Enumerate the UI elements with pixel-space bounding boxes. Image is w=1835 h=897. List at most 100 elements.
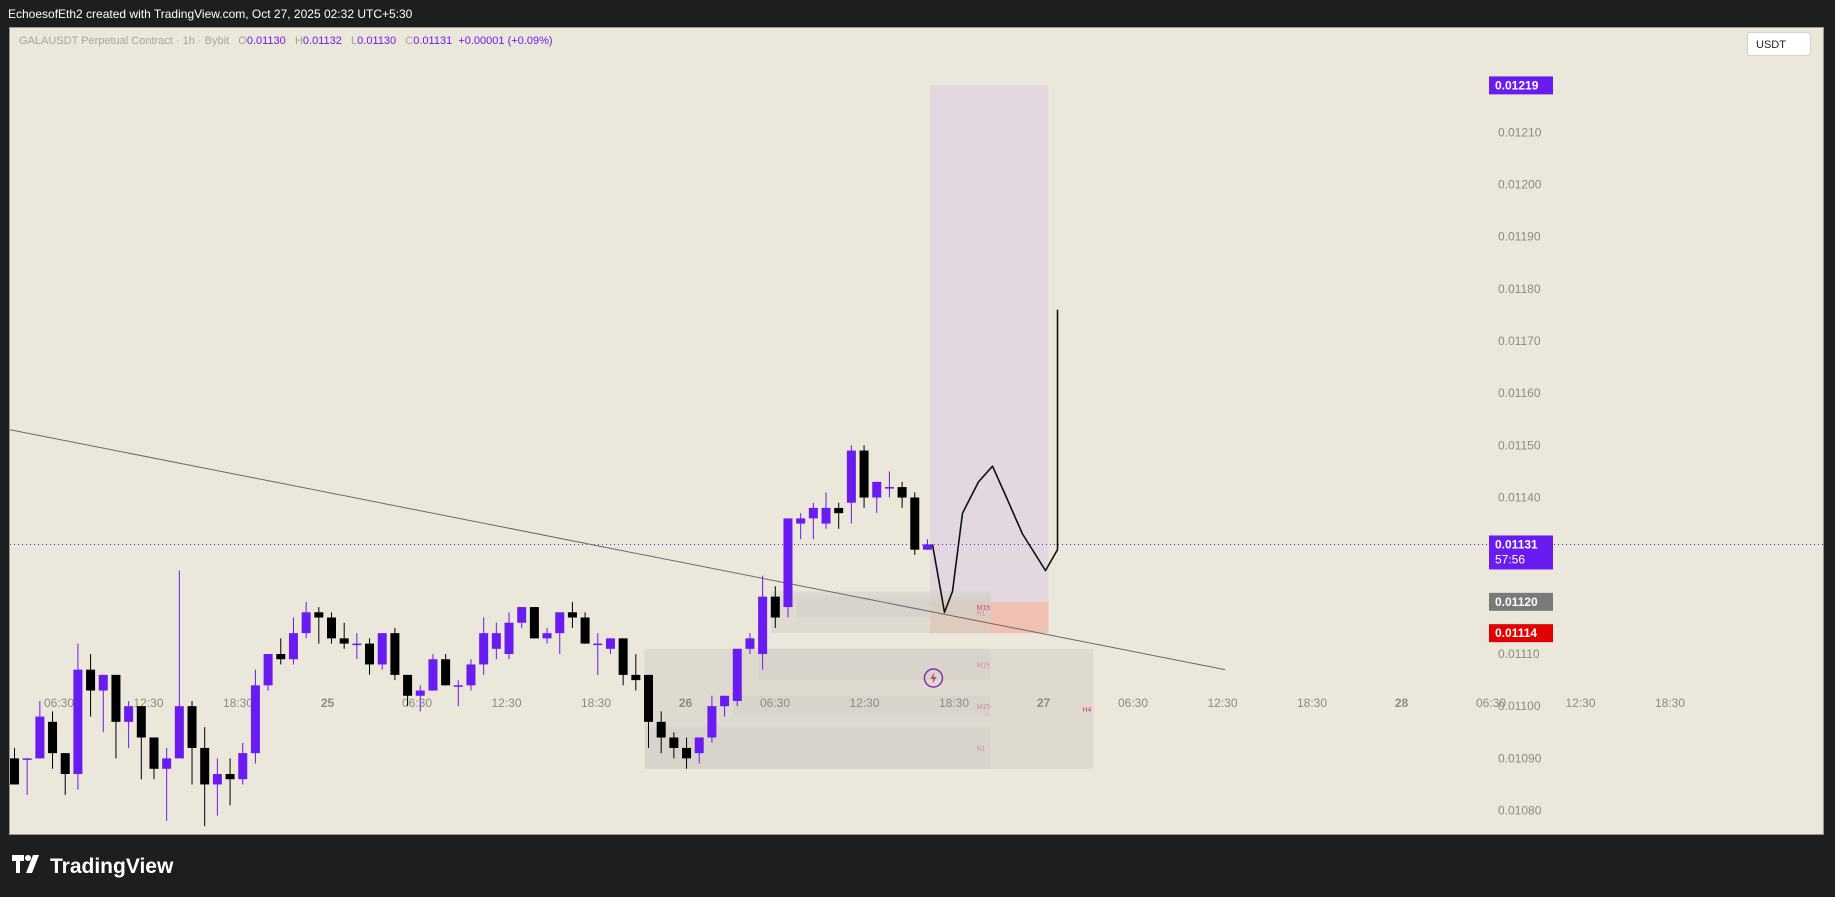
candle-body[interactable] xyxy=(656,721,666,738)
low-key: L xyxy=(351,35,358,47)
open-value: 0.01130 xyxy=(246,35,286,47)
candle-body[interactable] xyxy=(314,612,324,618)
candle-body[interactable] xyxy=(720,695,730,707)
candle-body[interactable] xyxy=(846,450,856,503)
y-tick-label: 0.01100 xyxy=(1498,699,1541,713)
candle-body[interactable] xyxy=(187,706,197,748)
candle-body[interactable] xyxy=(631,674,641,681)
candle-body[interactable] xyxy=(136,706,146,738)
candle-body[interactable] xyxy=(124,706,134,722)
candle-body[interactable] xyxy=(897,487,907,498)
candle-body[interactable] xyxy=(200,747,210,785)
demand-zone[interactable] xyxy=(796,596,991,618)
candle-body[interactable] xyxy=(593,643,603,646)
candle-body[interactable] xyxy=(149,737,159,769)
candle-body[interactable] xyxy=(682,747,692,759)
event-lightning-icon[interactable] xyxy=(923,668,944,688)
candle-body[interactable] xyxy=(212,774,222,785)
chart-caption: EchoesofEth2 created with TradingView.co… xyxy=(8,7,413,21)
high-key: H xyxy=(294,35,303,47)
candle-body[interactable] xyxy=(605,638,615,649)
symbol-info[interactable]: GALAUSDT Perpetual Contract · 1h · Bybit xyxy=(19,35,230,47)
candle-body[interactable] xyxy=(821,507,831,524)
candle-body[interactable] xyxy=(732,648,742,701)
candle-body[interactable] xyxy=(745,638,755,649)
candle-body[interactable] xyxy=(783,518,793,608)
trendline[interactable] xyxy=(10,429,1226,671)
candle-body[interactable] xyxy=(86,669,96,691)
candle-body[interactable] xyxy=(415,690,425,696)
candle-body[interactable] xyxy=(301,612,311,634)
currency-button[interactable]: USDT xyxy=(1747,32,1811,56)
candle-body[interactable] xyxy=(770,596,780,618)
candle-body[interactable] xyxy=(225,774,235,780)
zone-label: H4 xyxy=(1082,707,1091,714)
candle-body[interactable] xyxy=(859,450,869,498)
candle-body[interactable] xyxy=(669,737,679,748)
candle-body[interactable] xyxy=(694,737,704,754)
x-tick-label: 12:30 xyxy=(849,696,879,710)
candle-body[interactable] xyxy=(73,669,83,775)
x-tick-label: 12:30 xyxy=(491,696,521,710)
candle-body[interactable] xyxy=(250,685,260,754)
candle-body[interactable] xyxy=(491,633,501,649)
x-tick-label: 06:30 xyxy=(760,696,790,710)
candle-body[interactable] xyxy=(707,706,717,738)
candle-body[interactable] xyxy=(22,758,32,760)
candle-body[interactable] xyxy=(529,607,539,639)
candle-body[interactable] xyxy=(453,685,463,687)
price-label-bg xyxy=(1489,535,1553,570)
candle-body[interactable] xyxy=(352,643,362,646)
candle-body[interactable] xyxy=(288,633,298,660)
candle-body[interactable] xyxy=(377,633,387,665)
candle-body[interactable] xyxy=(98,674,108,691)
candle-body[interactable] xyxy=(365,643,375,665)
x-tick-label: 18:30 xyxy=(1655,696,1685,710)
candle-body[interactable] xyxy=(403,674,413,696)
candle-body[interactable] xyxy=(504,622,514,655)
candle-body[interactable] xyxy=(884,487,894,489)
candle-body[interactable] xyxy=(35,716,45,759)
candle-body[interactable] xyxy=(644,674,653,722)
candle-body[interactable] xyxy=(263,654,273,686)
x-tick-label: 12:30 xyxy=(1207,696,1237,710)
candle-body[interactable] xyxy=(339,638,349,644)
candle-body[interactable] xyxy=(174,706,184,759)
price-label: 0.01114 xyxy=(1495,626,1537,640)
candle-body[interactable] xyxy=(60,753,70,775)
low-value: 0.01130 xyxy=(357,35,397,47)
candle-body[interactable] xyxy=(758,596,768,655)
candle-body[interactable] xyxy=(162,758,172,769)
chart-area[interactable]: H1M15M15M15H1H40.012100.012000.011900.01… xyxy=(9,27,1824,835)
candle-body[interactable] xyxy=(834,507,844,514)
candle-body[interactable] xyxy=(567,612,577,618)
candle-body[interactable] xyxy=(479,633,489,665)
price-chart[interactable]: H1M15M15M15H1H40.012100.012000.011900.01… xyxy=(10,28,1823,834)
candle-body[interactable] xyxy=(922,544,932,550)
candle-body[interactable] xyxy=(390,633,400,675)
candle-body[interactable] xyxy=(466,664,476,686)
target-zone[interactable] xyxy=(930,85,1049,602)
candle-body[interactable] xyxy=(872,481,882,498)
candle-body[interactable] xyxy=(276,654,286,660)
y-tick-label: 0.01140 xyxy=(1498,491,1541,505)
candle-body[interactable] xyxy=(910,497,920,550)
x-tick-label: 06:30 xyxy=(1118,696,1148,710)
candle-body[interactable] xyxy=(808,507,818,519)
x-tick-label: 12:30 xyxy=(1565,696,1595,710)
candle-body[interactable] xyxy=(428,659,438,691)
candle-body[interactable] xyxy=(517,607,527,623)
candle-body[interactable] xyxy=(796,518,806,524)
candle-body[interactable] xyxy=(441,659,451,686)
candle-body[interactable] xyxy=(618,638,628,675)
candle-body[interactable] xyxy=(238,753,248,780)
candle-body[interactable] xyxy=(542,633,552,639)
candle-body[interactable] xyxy=(555,612,565,634)
demand-zone[interactable] xyxy=(644,648,1094,769)
candle-body[interactable] xyxy=(48,721,58,754)
projection-drawing[interactable] xyxy=(931,309,1059,614)
candle-body[interactable] xyxy=(10,758,19,785)
candle-body[interactable] xyxy=(580,617,590,644)
candle-body[interactable] xyxy=(111,674,121,722)
candle-body[interactable] xyxy=(327,617,336,639)
